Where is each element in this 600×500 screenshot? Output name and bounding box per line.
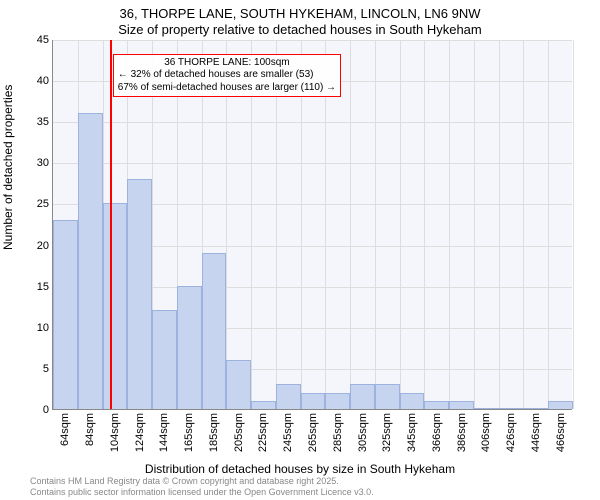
gridline-h [53,122,572,123]
x-tick-label: 406sqm [480,413,492,452]
gridline-v [474,40,475,409]
property-marker-line [110,40,112,409]
histogram-bar [449,401,474,409]
histogram-bar [474,408,499,409]
gridline-v [499,40,500,409]
x-tick-label: 466sqm [555,413,567,452]
annotation-line3: 67% of semi-detached houses are larger (… [118,82,336,95]
x-tick-label: 104sqm [109,413,121,452]
histogram-bar [276,384,301,409]
y-tick-label: 20 [37,240,49,252]
x-tick-label: 64sqm [59,413,71,446]
gridline-v [548,40,549,409]
histogram-bar [301,393,326,409]
histogram-bar [53,220,78,409]
x-tick-label: 366sqm [431,413,443,452]
x-tick-label: 446sqm [530,413,542,452]
x-tick-label: 185sqm [208,413,220,452]
gridline-v [424,40,425,409]
x-tick-label: 386sqm [456,413,468,452]
annotation-line1: 36 THORPE LANE: 100sqm [118,57,336,70]
histogram-bar [226,360,251,409]
y-axis-label: Number of detached properties [1,85,15,250]
histogram-bar [499,408,524,409]
histogram-bar [325,393,350,409]
plot-area: 05101520253035404564sqm84sqm104sqm124sqm… [52,40,572,410]
x-tick-label: 84sqm [84,413,96,446]
histogram-bar [350,384,375,409]
histogram-bar [523,408,548,409]
y-tick-label: 5 [43,363,49,375]
histogram-bar [202,253,227,409]
gridline-h [53,40,572,41]
gridline-v [375,40,376,409]
histogram-bar [400,393,425,409]
chart-title-line1: 36, THORPE LANE, SOUTH HYKEHAM, LINCOLN,… [0,6,600,21]
x-tick-label: 225sqm [257,413,269,452]
x-tick-label: 285sqm [332,413,344,452]
x-tick-label: 345sqm [406,413,418,452]
y-tick-label: 30 [37,157,49,169]
y-tick-label: 40 [37,75,49,87]
gridline-v [573,40,574,409]
histogram-bar [127,179,152,409]
x-tick-label: 165sqm [183,413,195,452]
x-axis-label: Distribution of detached houses by size … [0,462,600,476]
histogram-bar [177,286,202,409]
annotation-box: 36 THORPE LANE: 100sqm← 32% of detached … [113,54,341,98]
gridline-v [523,40,524,409]
x-tick-label: 305sqm [357,413,369,452]
y-tick-label: 15 [37,281,49,293]
x-tick-label: 205sqm [233,413,245,452]
histogram-bar [375,384,400,409]
x-tick-label: 325sqm [381,413,393,452]
gridline-v [449,40,450,409]
y-tick-label: 25 [37,198,49,210]
x-tick-label: 124sqm [134,413,146,452]
annotation-line2: ← 32% of detached houses are smaller (53… [118,69,336,82]
histogram-bar [152,310,177,409]
chart-title-line2: Size of property relative to detached ho… [0,22,600,37]
x-tick-label: 426sqm [505,413,517,452]
y-tick-label: 10 [37,322,49,334]
gridline-h [53,163,572,164]
histogram-bar [103,203,128,409]
gridline-v [350,40,351,409]
histogram-bar [251,401,276,409]
footer-line1: Contains HM Land Registry data © Crown c… [30,476,374,487]
x-tick-label: 245sqm [282,413,294,452]
y-tick-label: 0 [43,404,49,416]
y-tick-label: 35 [37,116,49,128]
footer-line2: Contains public sector information licen… [30,487,374,498]
x-tick-label: 144sqm [158,413,170,452]
footer-attribution: Contains HM Land Registry data © Crown c… [30,476,374,498]
histogram-bar [78,113,103,409]
histogram-bar [548,401,573,409]
histogram-bar [424,401,449,409]
chart-container: 36, THORPE LANE, SOUTH HYKEHAM, LINCOLN,… [0,0,600,500]
x-tick-label: 265sqm [307,413,319,452]
y-tick-label: 45 [37,34,49,46]
gridline-v [400,40,401,409]
